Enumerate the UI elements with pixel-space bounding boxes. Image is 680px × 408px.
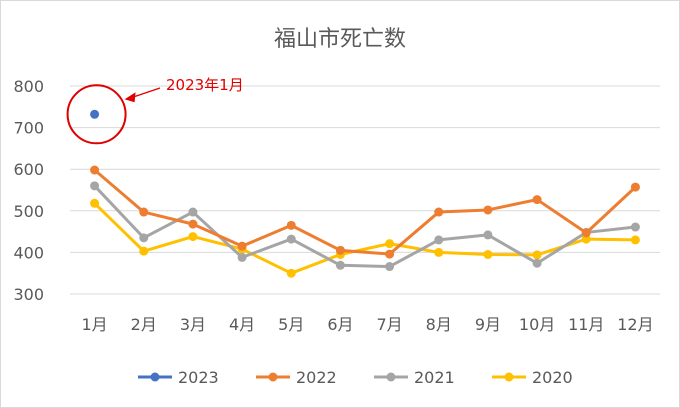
series-2023 [90,109,100,119]
legend-marker [268,372,278,382]
x-tick-label: 1月 [81,315,107,334]
annotation-arrow-line [132,87,161,98]
data-point [434,207,444,217]
data-point [90,165,100,175]
data-point [630,235,640,245]
chart-title: 福山市死亡数 [274,27,406,52]
annotation-group: 2023年1月 [66,76,244,145]
x-tick-label: 9月 [475,315,501,334]
x-tick-label: 5月 [278,315,304,334]
data-point [483,205,493,215]
data-point [237,252,247,262]
series-line-2022 [93,168,637,256]
data-point [483,249,493,259]
data-point [286,268,296,278]
x-tick-label: 4月 [229,315,255,334]
data-point [385,239,395,249]
x-tick-label: 12月 [617,315,653,334]
y-tick-label: 700 [13,119,44,138]
x-tick-label: 11月 [568,315,604,334]
annotation-arrow-head [124,92,136,103]
data-point [335,245,345,255]
series-2021 [90,181,640,272]
data-point [286,220,296,230]
data-point [483,230,493,240]
data-point [90,198,100,208]
x-tick-label: 3月 [180,315,206,334]
data-point [581,234,591,244]
legend-label: 2020 [532,368,573,387]
y-tick-label: 800 [13,77,44,96]
data-point [188,232,198,242]
x-tick-label: 8月 [426,315,452,334]
data-point [385,249,395,259]
data-point [532,250,542,260]
series-group [90,109,640,278]
y-axis: 300 400 500 600 700 800 [13,77,44,304]
legend-marker [150,372,160,382]
data-point [385,262,395,272]
data-point [188,207,198,217]
annotation-circle [66,84,127,145]
x-tick-label: 2月 [131,315,157,334]
y-tick-label: 600 [13,160,44,179]
gridlines [70,85,660,295]
legend-item-2022: 2022 [256,368,337,387]
legend: 2023 2022 2021 2020 [138,368,573,387]
data-point [630,182,640,192]
y-tick-label: 300 [13,285,44,304]
series-line-2020 [93,202,636,275]
legend-marker [386,372,396,382]
legend-label: 2023 [178,368,219,387]
data-point [237,241,247,251]
legend-item-2021: 2021 [374,368,455,387]
legend-marker [504,372,514,382]
data-point [434,247,444,257]
annotation-label: 2023年1月 [166,76,244,94]
data-point [581,228,591,238]
data-point [139,246,149,256]
x-tick-label: 10月 [519,315,555,334]
data-point [532,195,542,205]
data-point [335,260,345,270]
data-point [188,219,198,229]
data-point [434,235,444,245]
series-2022 [90,165,640,259]
data-point [630,222,640,232]
legend-item-2020: 2020 [492,368,573,387]
data-point [532,258,542,268]
data-point [90,181,100,191]
legend-item-2023: 2023 [138,368,219,387]
x-tick-label: 7月 [376,315,402,334]
y-tick-label: 400 [13,243,44,262]
series-line-2021 [93,184,636,269]
legend-label: 2022 [296,368,337,387]
x-tick-label: 6月 [327,315,353,334]
legend-label: 2021 [414,368,455,387]
x-axis: 1月 2月 3月 4月 5月 6月 7月 8月 9月 10月 11月 12月 [81,315,653,334]
data-point [286,234,296,244]
data-point [90,109,100,119]
series-2020 [90,198,640,278]
data-point [139,207,149,217]
y-tick-label: 500 [13,202,44,221]
data-point [139,233,149,243]
